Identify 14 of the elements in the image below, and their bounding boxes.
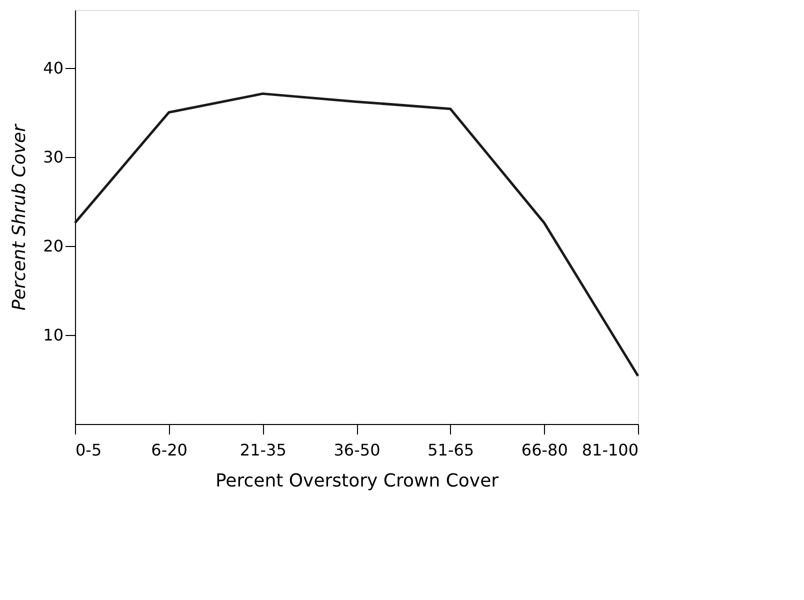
x-tick-label: 81-100 (582, 440, 638, 460)
x-tick-label: 21-35 (240, 440, 286, 460)
y-tick-label: 30 (43, 147, 64, 166)
y-tick-label: 40 (43, 58, 64, 78)
y-axis-title: Percent Shrub Cover (9, 122, 30, 310)
x-axis-title: Percent Overstory Crown Cover (215, 470, 500, 492)
y-tick-label: 10 (43, 325, 64, 344)
x-tick-label: 51-65 (428, 440, 474, 460)
x-tick-label: 36-50 (334, 440, 380, 460)
y-tick-label: 20 (43, 236, 64, 256)
x-tick-label: 6-20 (151, 440, 188, 460)
x-tick-label: 0-5 (76, 440, 102, 460)
line-series (74, 92, 640, 378)
x-tick-label: 66-80 (521, 440, 568, 460)
